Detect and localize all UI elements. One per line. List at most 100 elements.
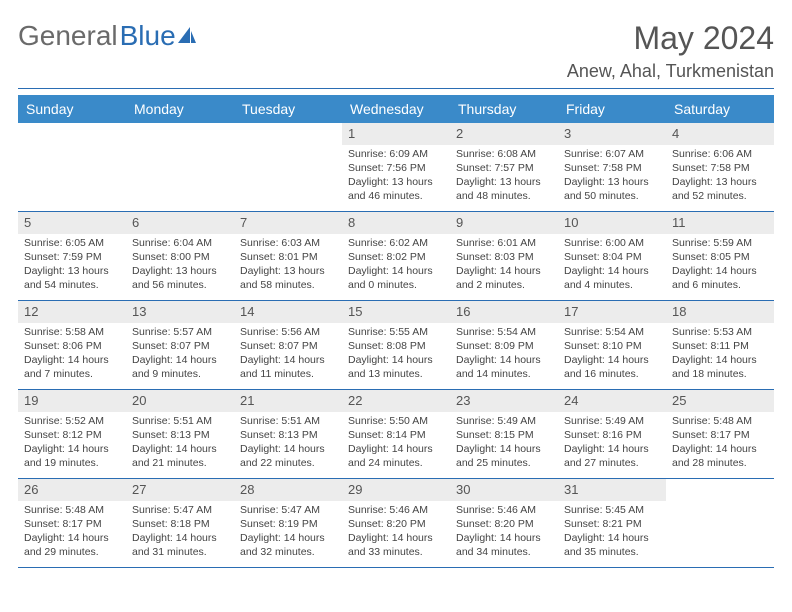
day-cell: 18Sunrise: 5:53 AMSunset: 8:11 PMDayligh… <box>666 301 774 389</box>
day-cell: 21Sunrise: 5:51 AMSunset: 8:13 PMDayligh… <box>234 390 342 478</box>
day-cell: 3Sunrise: 6:07 AMSunset: 7:58 PMDaylight… <box>558 123 666 211</box>
day-cell: 12Sunrise: 5:58 AMSunset: 8:06 PMDayligh… <box>18 301 126 389</box>
sunset-text: Sunset: 7:57 PM <box>456 161 552 175</box>
sunset-text: Sunset: 8:21 PM <box>564 517 660 531</box>
sunset-text: Sunset: 8:13 PM <box>240 428 336 442</box>
sunset-text: Sunset: 7:56 PM <box>348 161 444 175</box>
brand-part2: Blue <box>120 20 198 52</box>
sunset-text: Sunset: 8:11 PM <box>672 339 768 353</box>
day-body: Sunrise: 5:51 AMSunset: 8:13 PMDaylight:… <box>126 414 234 475</box>
sunset-text: Sunset: 8:01 PM <box>240 250 336 264</box>
sunset-text: Sunset: 8:20 PM <box>456 517 552 531</box>
sunset-text: Sunset: 8:20 PM <box>348 517 444 531</box>
sunrise-text: Sunrise: 5:46 AM <box>456 503 552 517</box>
day-body: Sunrise: 5:48 AMSunset: 8:17 PMDaylight:… <box>666 414 774 475</box>
day-body: Sunrise: 5:56 AMSunset: 8:07 PMDaylight:… <box>234 325 342 386</box>
day-body: Sunrise: 5:46 AMSunset: 8:20 PMDaylight:… <box>450 503 558 564</box>
day-body: Sunrise: 6:02 AMSunset: 8:02 PMDaylight:… <box>342 236 450 297</box>
day-number: 15 <box>342 301 450 323</box>
daylight-text: Daylight: 14 hours and 18 minutes. <box>672 353 768 381</box>
sunrise-text: Sunrise: 6:01 AM <box>456 236 552 250</box>
weekday-header: Monday <box>126 95 234 123</box>
sunrise-text: Sunrise: 5:45 AM <box>564 503 660 517</box>
sunset-text: Sunset: 8:07 PM <box>132 339 228 353</box>
daylight-text: Daylight: 14 hours and 19 minutes. <box>24 442 120 470</box>
day-body: Sunrise: 5:54 AMSunset: 8:10 PMDaylight:… <box>558 325 666 386</box>
day-cell: 20Sunrise: 5:51 AMSunset: 8:13 PMDayligh… <box>126 390 234 478</box>
sunset-text: Sunset: 7:58 PM <box>564 161 660 175</box>
day-body: Sunrise: 6:05 AMSunset: 7:59 PMDaylight:… <box>18 236 126 297</box>
sunset-text: Sunset: 8:13 PM <box>132 428 228 442</box>
sunrise-text: Sunrise: 5:48 AM <box>24 503 120 517</box>
weekday-header: Sunday <box>18 95 126 123</box>
daylight-text: Daylight: 14 hours and 21 minutes. <box>132 442 228 470</box>
day-cell: 26Sunrise: 5:48 AMSunset: 8:17 PMDayligh… <box>18 479 126 567</box>
location-subtitle: Anew, Ahal, Turkmenistan <box>567 61 774 82</box>
sunrise-text: Sunrise: 5:50 AM <box>348 414 444 428</box>
day-cell <box>234 123 342 211</box>
month-title: May 2024 <box>567 20 774 57</box>
day-number: 29 <box>342 479 450 501</box>
sunrise-text: Sunrise: 5:59 AM <box>672 236 768 250</box>
day-number: 16 <box>450 301 558 323</box>
day-body: Sunrise: 5:58 AMSunset: 8:06 PMDaylight:… <box>18 325 126 386</box>
daylight-text: Daylight: 14 hours and 2 minutes. <box>456 264 552 292</box>
sunrise-text: Sunrise: 5:52 AM <box>24 414 120 428</box>
day-cell: 14Sunrise: 5:56 AMSunset: 8:07 PMDayligh… <box>234 301 342 389</box>
daylight-text: Daylight: 14 hours and 24 minutes. <box>348 442 444 470</box>
day-body: Sunrise: 6:08 AMSunset: 7:57 PMDaylight:… <box>450 147 558 208</box>
sunset-text: Sunset: 8:14 PM <box>348 428 444 442</box>
day-number: 21 <box>234 390 342 412</box>
daylight-text: Daylight: 14 hours and 9 minutes. <box>132 353 228 381</box>
day-number: 5 <box>18 212 126 234</box>
sunset-text: Sunset: 8:19 PM <box>240 517 336 531</box>
day-number: 6 <box>126 212 234 234</box>
sunset-text: Sunset: 8:08 PM <box>348 339 444 353</box>
daylight-text: Daylight: 14 hours and 0 minutes. <box>348 264 444 292</box>
day-number: 4 <box>666 123 774 145</box>
sunrise-text: Sunrise: 5:46 AM <box>348 503 444 517</box>
week-row: 5Sunrise: 6:05 AMSunset: 7:59 PMDaylight… <box>18 212 774 301</box>
day-cell: 29Sunrise: 5:46 AMSunset: 8:20 PMDayligh… <box>342 479 450 567</box>
day-number: 9 <box>450 212 558 234</box>
day-body: Sunrise: 6:04 AMSunset: 8:00 PMDaylight:… <box>126 236 234 297</box>
day-number: 31 <box>558 479 666 501</box>
day-cell: 24Sunrise: 5:49 AMSunset: 8:16 PMDayligh… <box>558 390 666 478</box>
day-cell: 7Sunrise: 6:03 AMSunset: 8:01 PMDaylight… <box>234 212 342 300</box>
sunrise-text: Sunrise: 5:57 AM <box>132 325 228 339</box>
daylight-text: Daylight: 14 hours and 7 minutes. <box>24 353 120 381</box>
day-number: 18 <box>666 301 774 323</box>
sunrise-text: Sunrise: 6:00 AM <box>564 236 660 250</box>
weekday-header: Tuesday <box>234 95 342 123</box>
day-number: 27 <box>126 479 234 501</box>
sunset-text: Sunset: 8:12 PM <box>24 428 120 442</box>
day-body: Sunrise: 5:55 AMSunset: 8:08 PMDaylight:… <box>342 325 450 386</box>
day-cell: 2Sunrise: 6:08 AMSunset: 7:57 PMDaylight… <box>450 123 558 211</box>
sail-icon <box>176 25 198 47</box>
daylight-text: Daylight: 13 hours and 50 minutes. <box>564 175 660 203</box>
day-cell: 4Sunrise: 6:06 AMSunset: 7:58 PMDaylight… <box>666 123 774 211</box>
day-body: Sunrise: 6:06 AMSunset: 7:58 PMDaylight:… <box>666 147 774 208</box>
sunset-text: Sunset: 8:17 PM <box>24 517 120 531</box>
day-number: 28 <box>234 479 342 501</box>
day-body: Sunrise: 5:51 AMSunset: 8:13 PMDaylight:… <box>234 414 342 475</box>
day-cell: 17Sunrise: 5:54 AMSunset: 8:10 PMDayligh… <box>558 301 666 389</box>
day-body: Sunrise: 5:53 AMSunset: 8:11 PMDaylight:… <box>666 325 774 386</box>
day-cell: 22Sunrise: 5:50 AMSunset: 8:14 PMDayligh… <box>342 390 450 478</box>
daylight-text: Daylight: 14 hours and 28 minutes. <box>672 442 768 470</box>
sunrise-text: Sunrise: 6:08 AM <box>456 147 552 161</box>
week-row: 26Sunrise: 5:48 AMSunset: 8:17 PMDayligh… <box>18 479 774 568</box>
day-cell: 23Sunrise: 5:49 AMSunset: 8:15 PMDayligh… <box>450 390 558 478</box>
sunrise-text: Sunrise: 5:47 AM <box>240 503 336 517</box>
sunset-text: Sunset: 7:58 PM <box>672 161 768 175</box>
day-body: Sunrise: 6:01 AMSunset: 8:03 PMDaylight:… <box>450 236 558 297</box>
day-number: 19 <box>18 390 126 412</box>
sunrise-text: Sunrise: 5:54 AM <box>456 325 552 339</box>
sunset-text: Sunset: 8:07 PM <box>240 339 336 353</box>
sunset-text: Sunset: 8:03 PM <box>456 250 552 264</box>
sunrise-text: Sunrise: 6:07 AM <box>564 147 660 161</box>
day-body: Sunrise: 6:09 AMSunset: 7:56 PMDaylight:… <box>342 147 450 208</box>
daylight-text: Daylight: 14 hours and 16 minutes. <box>564 353 660 381</box>
day-body: Sunrise: 5:59 AMSunset: 8:05 PMDaylight:… <box>666 236 774 297</box>
weeks-container: 1Sunrise: 6:09 AMSunset: 7:56 PMDaylight… <box>18 123 774 568</box>
